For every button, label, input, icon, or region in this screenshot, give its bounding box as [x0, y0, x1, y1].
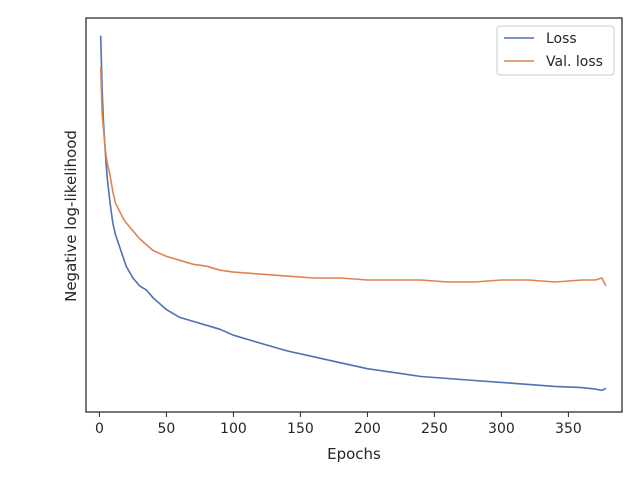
x-tick-label: 150	[287, 421, 314, 437]
x-tick-label: 300	[488, 421, 515, 437]
x-tick-label: 200	[354, 421, 381, 437]
legend-label-loss: Loss	[546, 31, 577, 47]
x-tick-label: 50	[157, 421, 175, 437]
legend: Loss Val. loss	[496, 25, 615, 76]
series-line-val-loss	[99, 67, 607, 287]
x-tick-label: 350	[555, 421, 582, 437]
y-axis-label: Negative log-likelihood	[62, 130, 80, 302]
series-layer	[99, 35, 607, 392]
plot-frame	[85, 17, 623, 413]
x-axis-ticks: 0 50 100 150 200 250 300 350	[95, 412, 582, 437]
x-tick-label: 250	[421, 421, 448, 437]
legend-label-val-loss: Val. loss	[546, 54, 603, 70]
x-tick-label: 100	[220, 421, 247, 437]
x-tick-label: 0	[95, 421, 104, 437]
series-line-loss	[99, 35, 607, 392]
x-axis-label: Epochs	[327, 445, 381, 463]
